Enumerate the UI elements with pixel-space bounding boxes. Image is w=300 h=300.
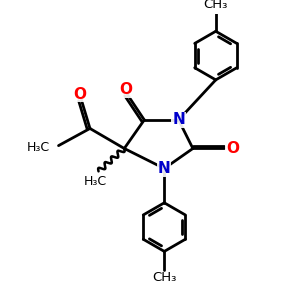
Text: H₃C: H₃C bbox=[84, 175, 107, 188]
Text: CH₃: CH₃ bbox=[152, 272, 176, 284]
Text: N: N bbox=[172, 112, 185, 128]
Text: O: O bbox=[119, 82, 132, 98]
Text: N: N bbox=[158, 161, 171, 176]
Text: H₃C: H₃C bbox=[27, 141, 50, 154]
Text: CH₃: CH₃ bbox=[204, 0, 228, 11]
Text: O: O bbox=[74, 87, 86, 102]
Text: O: O bbox=[226, 141, 239, 156]
